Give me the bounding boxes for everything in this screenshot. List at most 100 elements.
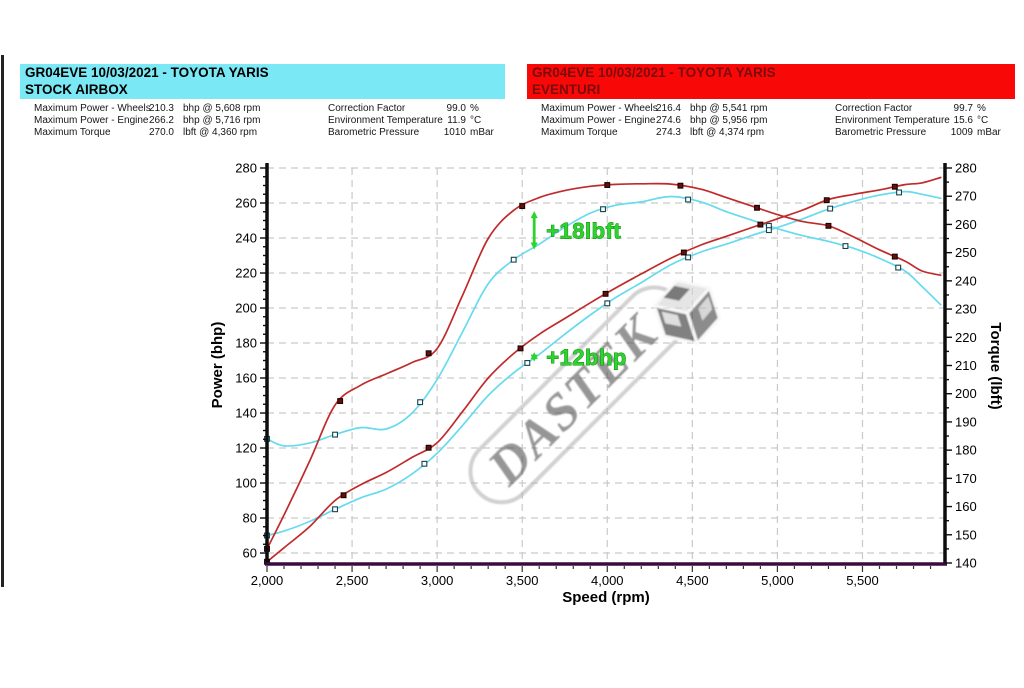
svg-text:260: 260 xyxy=(955,217,977,232)
curve-stock-power xyxy=(266,190,942,537)
marker-stock-power xyxy=(332,506,339,513)
svg-text:260: 260 xyxy=(235,196,257,211)
stock-run-header: GR04EVE 10/03/2021 - TOYOTA YARIS STOCK … xyxy=(20,64,505,99)
svg-text:200: 200 xyxy=(235,301,257,316)
eventuri-stat-unit: bhp @ 5,956 rpm xyxy=(690,115,768,126)
stock-stat-label: Maximum Power - Wheels xyxy=(34,103,151,114)
stock-env-label: Environment Temperature xyxy=(328,115,443,126)
stock-env-value: 99.0 xyxy=(446,103,466,114)
marker-stock-torque xyxy=(417,399,424,406)
right-axis-title: Torque (lbft) xyxy=(987,322,1004,409)
eventuri-env-value: 15.6 xyxy=(953,115,973,126)
svg-text:2,000: 2,000 xyxy=(251,573,284,588)
eventuri-env-value: 99.7 xyxy=(953,103,973,114)
stock-stat-value: 270.0 xyxy=(148,127,174,138)
gain-annotations: +18lbft +12bhp xyxy=(530,211,627,370)
svg-text:160: 160 xyxy=(955,499,977,514)
svg-text:140: 140 xyxy=(235,406,257,421)
svg-text:170: 170 xyxy=(955,471,977,486)
stock-stat-value: 266.2 xyxy=(148,115,174,126)
eventuri-stat-value: 274.3 xyxy=(655,127,681,138)
marker-eventuri-torque xyxy=(519,203,526,210)
marker-eventuri-torque xyxy=(754,204,760,211)
svg-text:270: 270 xyxy=(955,189,977,204)
marker-eventuri-torque xyxy=(677,182,684,189)
svg-text:190: 190 xyxy=(955,414,977,429)
eventuri-env-unit: % xyxy=(977,103,986,114)
marker-eventuri-torque xyxy=(891,253,898,260)
marker-stock-torque xyxy=(510,256,517,263)
svg-text:4,000: 4,000 xyxy=(591,573,624,588)
marker-eventuri-power xyxy=(425,444,432,451)
svg-text:120: 120 xyxy=(235,441,257,456)
scan-edge-artifact xyxy=(1,55,4,587)
stock-stat-unit: lbft @ 4,360 rpm xyxy=(183,127,258,138)
marker-eventuri-torque xyxy=(425,350,432,357)
stock-run-title-line1: GR04EVE 10/03/2021 - TOYOTA YARIS xyxy=(25,65,269,80)
svg-text:5,500: 5,500 xyxy=(846,573,879,588)
marker-eventuri-power xyxy=(680,249,687,256)
stock-stat-label: Maximum Torque xyxy=(34,127,111,138)
stock-env-value: 1010 xyxy=(443,127,466,138)
marker-stock-power xyxy=(896,189,903,196)
dyno-curves xyxy=(264,176,942,565)
svg-text:240: 240 xyxy=(955,273,977,288)
marker-stock-torque xyxy=(332,431,339,438)
marker-stock-torque xyxy=(685,196,692,203)
stock-run-title-line2: STOCK AIRBOX xyxy=(25,81,128,97)
svg-text:280: 280 xyxy=(235,161,257,176)
marker-stock-power xyxy=(421,460,428,467)
eventuri-run-header: GR04EVE 10/03/2021 - TOYOTA YARIS EVENTU… xyxy=(527,64,1015,99)
chart-gridlines xyxy=(267,167,945,563)
svg-text:200: 200 xyxy=(955,386,977,401)
svg-text:80: 80 xyxy=(243,511,257,526)
eventuri-run-title-line2: EVENTURI xyxy=(532,81,601,97)
x-axis-title: Speed (rpm) xyxy=(562,589,650,606)
marker-stock-power xyxy=(524,360,531,366)
marker-stock-power xyxy=(765,227,772,234)
svg-text:210: 210 xyxy=(955,358,977,373)
stock-env-unit: mBar xyxy=(470,127,494,138)
marker-stock-power xyxy=(604,300,611,307)
svg-text:4,500: 4,500 xyxy=(676,573,709,588)
stock-stat-unit: bhp @ 5,608 rpm xyxy=(183,103,261,114)
svg-text:5,000: 5,000 xyxy=(761,573,794,588)
eventuri-stat-unit: bhp @ 5,541 rpm xyxy=(690,103,768,114)
stock-stat-value: 210.3 xyxy=(148,103,174,114)
svg-text:180: 180 xyxy=(235,336,257,351)
eventuri-stat-value: 274.6 xyxy=(655,115,681,126)
svg-text:250: 250 xyxy=(955,245,977,260)
svg-text:60: 60 xyxy=(243,546,257,561)
stock-stat-unit: bhp @ 5,716 rpm xyxy=(183,115,261,126)
eventuri-stat-label: Maximum Torque xyxy=(541,127,618,138)
stock-env-label: Correction Factor xyxy=(328,103,406,114)
svg-text:3,500: 3,500 xyxy=(506,573,539,588)
marker-eventuri-power xyxy=(757,221,764,228)
stock-env-unit: °C xyxy=(470,115,482,126)
eventuri-env-label: Correction Factor xyxy=(835,103,913,114)
left-axis-title: Power (bhp) xyxy=(209,322,226,409)
eventuri-env-unit: mBar xyxy=(977,127,1001,138)
marker-stock-torque xyxy=(600,206,606,213)
svg-text:2,500: 2,500 xyxy=(336,573,369,588)
svg-text:220: 220 xyxy=(955,330,977,345)
marker-eventuri-torque xyxy=(337,398,344,404)
stock-env-value: 11.9 xyxy=(447,115,466,126)
marker-eventuri-power xyxy=(517,345,524,352)
svg-text:140: 140 xyxy=(955,556,977,571)
marker-eventuri-power xyxy=(823,197,830,204)
eventuri-stat-unit: lbft @ 4,374 rpm xyxy=(690,127,765,138)
eventuri-stat-label: Maximum Power - Engine xyxy=(541,115,656,126)
svg-text:180: 180 xyxy=(955,443,977,458)
marker-eventuri-power xyxy=(602,290,609,297)
svg-text:230: 230 xyxy=(955,302,977,317)
stock-env-unit: % xyxy=(470,103,479,114)
marker-eventuri-torque xyxy=(604,182,611,188)
eventuri-run-title-line1: GR04EVE 10/03/2021 - TOYOTA YARIS xyxy=(532,65,776,80)
svg-text:100: 100 xyxy=(235,476,257,491)
chart-axes xyxy=(265,163,947,566)
marker-eventuri-torque xyxy=(825,222,832,229)
eventuri-stat-label: Maximum Power - Wheels xyxy=(541,103,658,114)
eventuri-env-unit: °C xyxy=(977,115,989,126)
